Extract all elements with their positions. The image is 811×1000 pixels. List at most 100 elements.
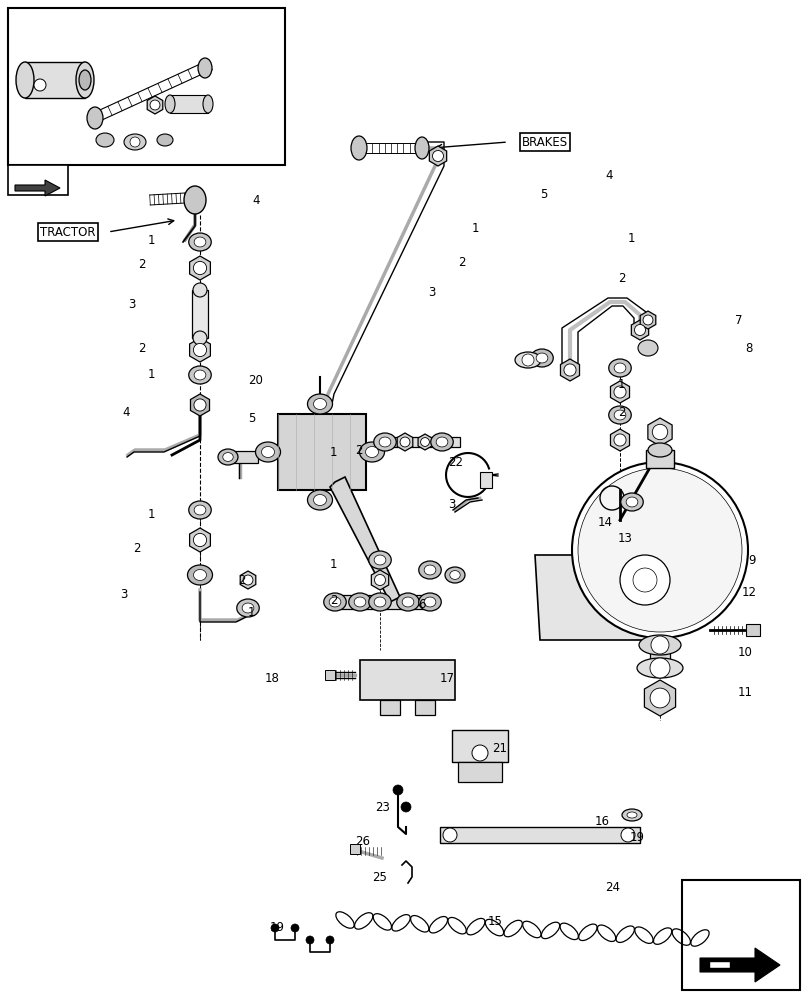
Ellipse shape [96, 133, 114, 147]
Text: 24: 24 [604, 881, 620, 894]
Polygon shape [429, 146, 446, 166]
Text: 3: 3 [448, 498, 455, 512]
Circle shape [374, 574, 385, 585]
Text: 2: 2 [457, 255, 465, 268]
Ellipse shape [608, 359, 630, 377]
Ellipse shape [324, 593, 345, 611]
Ellipse shape [418, 593, 440, 611]
Bar [681, 880, 799, 990]
Text: 6: 6 [418, 598, 425, 611]
Circle shape [620, 828, 634, 842]
Polygon shape [190, 256, 210, 280]
Circle shape [420, 438, 429, 446]
Bar [350, 844, 359, 854]
Bar [440, 827, 639, 843]
Text: TRACTOR: TRACTOR [41, 226, 96, 238]
Ellipse shape [621, 809, 642, 821]
Ellipse shape [217, 449, 238, 465]
Polygon shape [329, 477, 400, 602]
Polygon shape [397, 433, 412, 451]
Bar [25, 62, 85, 98]
Bar [380, 437, 460, 447]
Bar [191, 290, 208, 338]
Polygon shape [699, 948, 779, 982]
Bar [324, 670, 335, 680]
Ellipse shape [401, 597, 414, 607]
Ellipse shape [242, 603, 254, 613]
Ellipse shape [530, 349, 552, 367]
Polygon shape [240, 571, 255, 589]
Ellipse shape [423, 597, 436, 607]
Circle shape [242, 575, 253, 585]
Text: 2: 2 [138, 258, 145, 271]
Ellipse shape [374, 555, 385, 565]
Bar [169, 95, 208, 113]
Ellipse shape [535, 353, 547, 363]
Polygon shape [190, 338, 210, 362]
Bar [8, 165, 68, 195]
Bar [414, 700, 435, 715]
Ellipse shape [626, 812, 636, 818]
Text: 4: 4 [251, 194, 260, 207]
Ellipse shape [649, 658, 669, 678]
Circle shape [651, 424, 667, 440]
Ellipse shape [130, 137, 139, 147]
Ellipse shape [379, 437, 390, 447]
Ellipse shape [184, 186, 206, 214]
Text: 3: 3 [120, 588, 127, 601]
Ellipse shape [313, 398, 326, 410]
Ellipse shape [193, 331, 207, 345]
Ellipse shape [307, 490, 332, 510]
Ellipse shape [157, 134, 173, 146]
Bar [479, 472, 491, 488]
Bar [457, 762, 501, 782]
Ellipse shape [397, 593, 418, 611]
Circle shape [194, 399, 206, 411]
Text: 4: 4 [604, 169, 611, 182]
Polygon shape [610, 381, 629, 403]
Text: 1: 1 [627, 232, 635, 244]
Polygon shape [190, 528, 210, 552]
Text: 21: 21 [491, 742, 506, 754]
Circle shape [443, 828, 457, 842]
Text: 8: 8 [744, 342, 752, 355]
Polygon shape [639, 311, 655, 329]
Text: 12: 12 [741, 585, 756, 598]
Text: 16: 16 [594, 815, 609, 828]
Text: 18: 18 [264, 672, 280, 684]
Circle shape [193, 261, 206, 275]
Ellipse shape [87, 107, 103, 129]
Text: 3: 3 [128, 298, 135, 312]
Ellipse shape [16, 62, 34, 98]
Ellipse shape [328, 597, 341, 607]
Circle shape [306, 936, 314, 944]
Ellipse shape [313, 494, 326, 506]
Circle shape [325, 936, 333, 944]
Ellipse shape [193, 570, 206, 580]
Circle shape [571, 462, 747, 638]
Circle shape [642, 315, 652, 325]
Text: 5: 5 [539, 188, 547, 202]
Text: 1: 1 [329, 446, 337, 458]
Text: 1: 1 [329, 558, 337, 572]
Ellipse shape [203, 95, 212, 113]
Ellipse shape [374, 597, 385, 607]
Text: 2: 2 [329, 593, 337, 606]
Ellipse shape [194, 370, 206, 380]
Ellipse shape [373, 433, 396, 451]
Circle shape [432, 150, 443, 162]
Bar [646, 450, 673, 468]
Ellipse shape [521, 354, 534, 366]
Polygon shape [418, 434, 431, 450]
Text: 19: 19 [629, 831, 644, 844]
Text: 1: 1 [148, 233, 156, 246]
Polygon shape [371, 570, 388, 590]
Circle shape [613, 434, 625, 446]
Ellipse shape [198, 58, 212, 78]
Text: 14: 14 [597, 516, 612, 528]
Ellipse shape [638, 635, 680, 655]
Circle shape [290, 924, 298, 932]
Ellipse shape [193, 283, 207, 297]
Ellipse shape [188, 366, 211, 384]
Ellipse shape [414, 137, 428, 159]
